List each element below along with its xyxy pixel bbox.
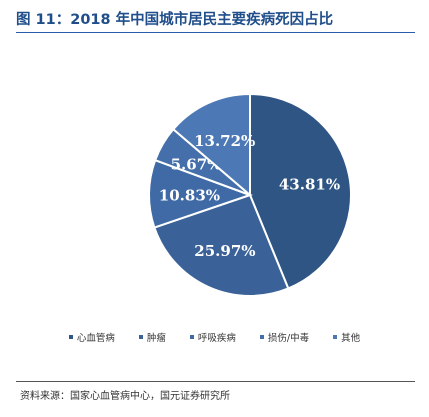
source-note: 资料来源：国家心血管病中心，国元证券研究所 bbox=[20, 391, 230, 402]
chart-title: 图 11：2018 年中国城市居民主要疾病死因占比 bbox=[16, 12, 334, 28]
legend-label-respiratory: 呼吸疾病 bbox=[197, 333, 236, 344]
legend-item-other: 其他 bbox=[333, 330, 360, 344]
title-divider bbox=[16, 32, 415, 33]
legend-label-injury-poisoning: 损伤/中毒 bbox=[267, 333, 310, 344]
legend-item-respiratory: 呼吸疾病 bbox=[189, 330, 236, 344]
pie-slice-respiratory bbox=[148, 158, 253, 229]
pie-label-other: 13.72% bbox=[194, 132, 255, 150]
legend-swatch-cardiovascular bbox=[68, 335, 73, 339]
legend-swatch-injury-poisoning bbox=[259, 335, 264, 339]
pie-slice-other bbox=[171, 92, 251, 198]
chart-legend: 心血管病 肿瘤 呼吸疾病 损伤/中毒 其他 bbox=[0, 330, 429, 344]
pie-slice-tumor bbox=[153, 193, 290, 297]
legend-swatch-tumor bbox=[138, 335, 143, 339]
pie-slice-cardiovascular bbox=[249, 92, 352, 290]
legend-label-tumor: 肿瘤 bbox=[146, 333, 166, 344]
pie-label-respiratory: 10.83% bbox=[159, 186, 220, 204]
pie-label-cardiovascular: 43.81% bbox=[279, 175, 340, 193]
footer-divider bbox=[16, 381, 415, 382]
legend-swatch-other bbox=[333, 335, 338, 339]
legend-item-tumor: 肿瘤 bbox=[138, 330, 166, 344]
legend-swatch-respiratory bbox=[189, 335, 194, 339]
legend-label-cardiovascular: 心血管病 bbox=[76, 333, 115, 344]
legend-item-injury-poisoning: 损伤/中毒 bbox=[259, 330, 310, 344]
legend-label-other: 其他 bbox=[341, 333, 361, 344]
legend-item-cardiovascular: 心血管病 bbox=[68, 330, 115, 344]
pie-label-tumor: 25.97% bbox=[194, 242, 255, 260]
